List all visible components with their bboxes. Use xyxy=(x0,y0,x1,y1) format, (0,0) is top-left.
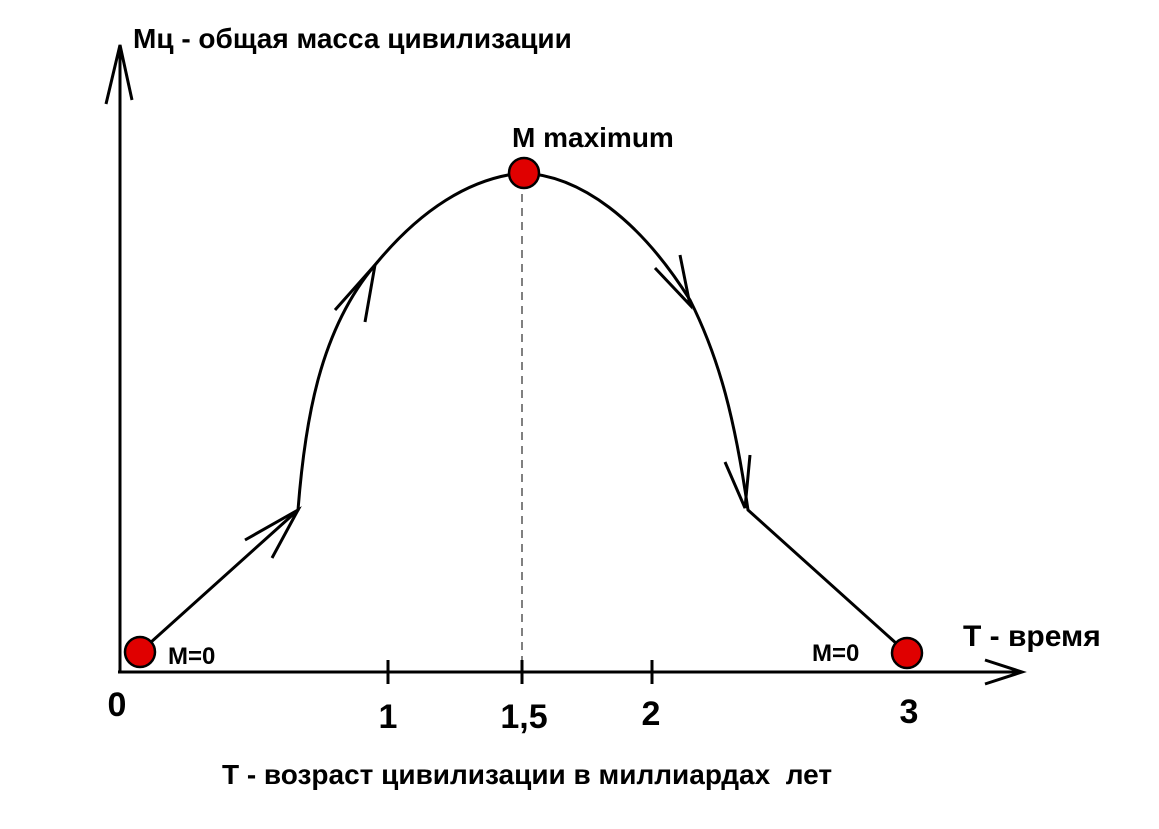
caption: Т - возраст цивилизации в миллиардах лет xyxy=(222,759,832,790)
tick-label: 3 xyxy=(900,693,919,731)
tick-label: 1,5 xyxy=(500,698,547,736)
tick-label: 1 xyxy=(379,698,398,736)
x-axis-arrow xyxy=(984,658,1027,686)
arrow xyxy=(653,254,693,310)
points xyxy=(123,156,924,670)
axes xyxy=(104,44,1027,686)
y-axis-label: Мц - общая масса цивилизации xyxy=(133,23,572,54)
tick-label: 0 xyxy=(108,686,127,724)
y-axis-arrow xyxy=(104,44,134,105)
arrow xyxy=(244,506,302,559)
tick-label: 2 xyxy=(642,695,661,733)
arrow xyxy=(723,454,752,509)
x-axis-label: T - время xyxy=(963,620,1101,653)
end-label: M=0 xyxy=(812,640,859,667)
direction-arrows xyxy=(244,254,752,559)
start-label: M=0 xyxy=(168,643,215,670)
end-point xyxy=(890,636,924,670)
peak-label: M maximum xyxy=(512,122,674,153)
start-point xyxy=(123,635,157,669)
arrow xyxy=(333,260,378,323)
peak-point xyxy=(507,156,541,190)
